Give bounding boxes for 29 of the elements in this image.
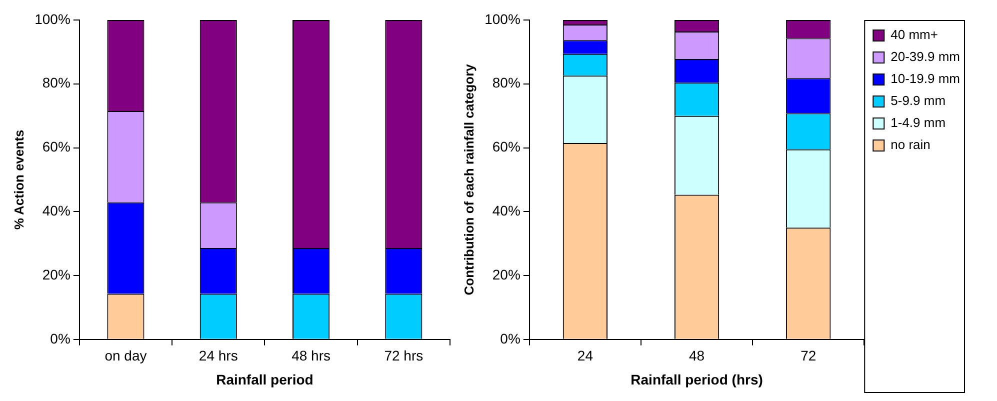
x-tick-label: 72	[800, 348, 816, 364]
y-tick-label: 100%	[34, 10, 70, 27]
y-tick-label: 20%	[42, 266, 70, 282]
x-tick-label: 48 hrs	[292, 348, 330, 364]
y-tick-label: 40%	[42, 202, 70, 218]
y-tick-label: 100%	[484, 10, 520, 27]
x-tick-label: 24 hrs	[198, 348, 238, 364]
x-tick-label: 48	[688, 348, 705, 364]
x-axis-title: Rainfall period (hrs)	[630, 371, 763, 388]
y-tick-label: 60%	[42, 138, 70, 155]
y-tick-label: 40%	[492, 202, 520, 218]
legend-label: 1-4.9 mm	[890, 115, 946, 130]
y-tick-label: 80%	[42, 74, 70, 91]
y-tick-label: 20%	[492, 266, 520, 282]
legend-label: 10-19.9 mm	[890, 71, 960, 86]
y-tick-label: 60%	[492, 138, 520, 155]
legend-label: no rain	[890, 137, 930, 152]
y-axis-title: % Action events	[11, 130, 26, 230]
y-tick-label: 0%	[500, 330, 520, 346]
x-tick-label: 24	[577, 348, 594, 364]
x-tick-label: 72 hrs	[384, 348, 424, 364]
y-tick-label: 80%	[492, 74, 520, 91]
y-axis-title: Contribution of each rainfall category	[461, 63, 476, 296]
y-tick-label: 0%	[50, 330, 70, 346]
legend-label: 5-9.9 mm	[890, 93, 946, 108]
x-axis-title: Rainfall period	[216, 371, 314, 388]
legend-label: 20-39.9 mm	[890, 49, 960, 64]
legend-label: 40 mm+	[890, 27, 938, 42]
x-tick-label: on day	[104, 348, 147, 364]
